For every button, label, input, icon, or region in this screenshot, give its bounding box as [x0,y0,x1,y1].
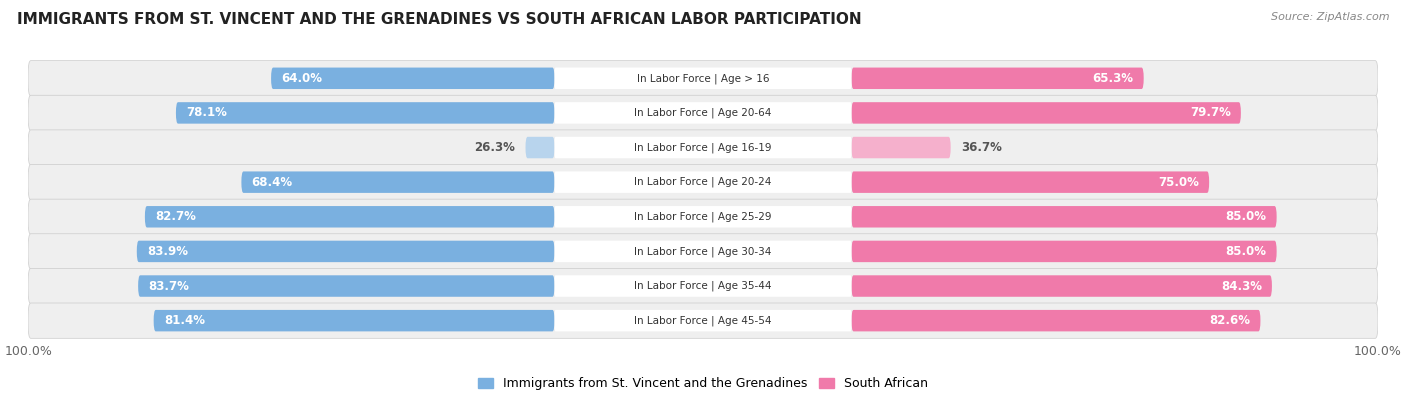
Text: 36.7%: 36.7% [960,141,1001,154]
Text: 83.9%: 83.9% [146,245,188,258]
FancyBboxPatch shape [271,68,554,89]
Text: 84.3%: 84.3% [1220,280,1261,293]
FancyBboxPatch shape [852,171,1209,193]
FancyBboxPatch shape [153,310,554,331]
Text: 78.1%: 78.1% [186,106,226,119]
FancyBboxPatch shape [852,137,950,158]
FancyBboxPatch shape [145,206,554,228]
Text: 85.0%: 85.0% [1226,210,1267,223]
Text: In Labor Force | Age 30-34: In Labor Force | Age 30-34 [634,246,772,257]
FancyBboxPatch shape [28,164,1378,200]
FancyBboxPatch shape [526,137,554,158]
FancyBboxPatch shape [852,206,1277,228]
Text: In Labor Force | Age 16-19: In Labor Force | Age 16-19 [634,142,772,153]
Text: 65.3%: 65.3% [1092,72,1133,85]
Legend: Immigrants from St. Vincent and the Grenadines, South African: Immigrants from St. Vincent and the Gren… [472,372,934,395]
Text: 85.0%: 85.0% [1226,245,1267,258]
Text: In Labor Force | Age > 16: In Labor Force | Age > 16 [637,73,769,84]
Text: In Labor Force | Age 35-44: In Labor Force | Age 35-44 [634,281,772,291]
Text: 82.7%: 82.7% [155,210,195,223]
FancyBboxPatch shape [554,241,852,262]
FancyBboxPatch shape [852,102,1241,124]
Text: 26.3%: 26.3% [474,141,516,154]
FancyBboxPatch shape [852,310,1260,331]
FancyBboxPatch shape [242,171,554,193]
Text: 83.7%: 83.7% [148,280,190,293]
FancyBboxPatch shape [554,206,852,228]
FancyBboxPatch shape [554,102,852,124]
FancyBboxPatch shape [28,199,1378,235]
FancyBboxPatch shape [852,241,1277,262]
Text: 79.7%: 79.7% [1189,106,1230,119]
Text: 64.0%: 64.0% [281,72,322,85]
FancyBboxPatch shape [554,137,852,158]
Text: IMMIGRANTS FROM ST. VINCENT AND THE GRENADINES VS SOUTH AFRICAN LABOR PARTICIPAT: IMMIGRANTS FROM ST. VINCENT AND THE GREN… [17,12,862,27]
Text: In Labor Force | Age 20-64: In Labor Force | Age 20-64 [634,108,772,118]
FancyBboxPatch shape [554,275,852,297]
Text: 68.4%: 68.4% [252,176,292,189]
Text: 81.4%: 81.4% [163,314,205,327]
FancyBboxPatch shape [176,102,554,124]
FancyBboxPatch shape [28,130,1378,165]
Text: 82.6%: 82.6% [1209,314,1250,327]
Text: In Labor Force | Age 45-54: In Labor Force | Age 45-54 [634,315,772,326]
Text: 75.0%: 75.0% [1159,176,1199,189]
FancyBboxPatch shape [28,303,1378,338]
FancyBboxPatch shape [28,95,1378,131]
FancyBboxPatch shape [136,241,554,262]
FancyBboxPatch shape [852,275,1272,297]
Text: Source: ZipAtlas.com: Source: ZipAtlas.com [1271,12,1389,22]
FancyBboxPatch shape [28,61,1378,96]
FancyBboxPatch shape [852,68,1143,89]
FancyBboxPatch shape [554,68,852,89]
FancyBboxPatch shape [138,275,554,297]
FancyBboxPatch shape [554,310,852,331]
Text: In Labor Force | Age 20-24: In Labor Force | Age 20-24 [634,177,772,187]
FancyBboxPatch shape [554,171,852,193]
FancyBboxPatch shape [28,268,1378,304]
FancyBboxPatch shape [28,234,1378,269]
Text: In Labor Force | Age 25-29: In Labor Force | Age 25-29 [634,212,772,222]
